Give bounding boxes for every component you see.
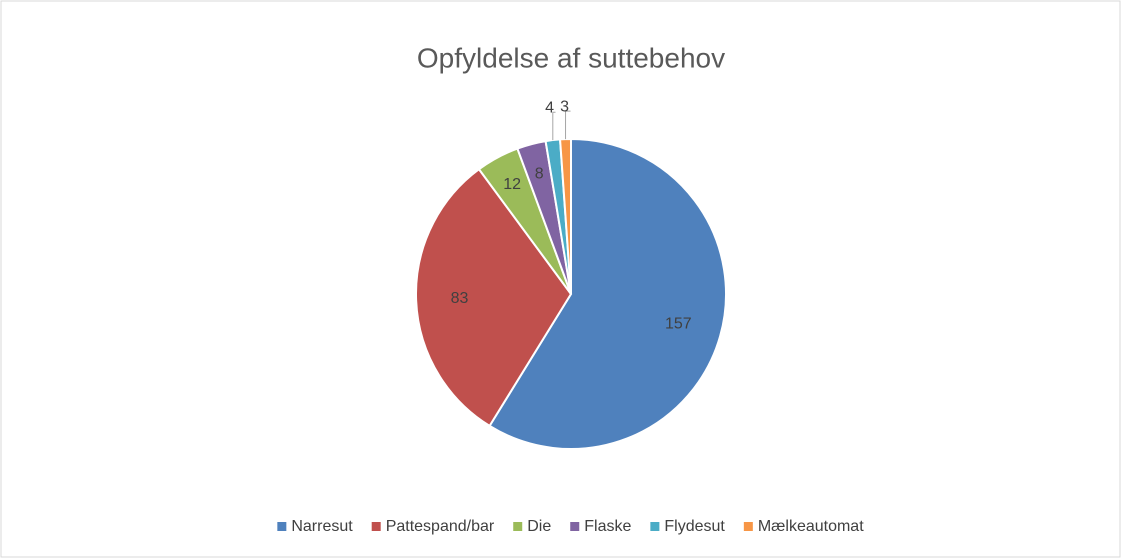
pie-slice [415, 167, 573, 428]
leader-line [565, 110, 571, 140]
data-label: 4 [545, 99, 554, 116]
data-label: 8 [535, 165, 544, 182]
data-label: 83 [451, 290, 469, 307]
pie-slice [488, 137, 727, 450]
legend-swatch [513, 522, 523, 531]
legend-label: Flaske [584, 518, 631, 535]
legend-label: Mælkeautomat [758, 518, 864, 535]
legend-label: Die [527, 518, 551, 535]
legend-swatch [743, 522, 753, 531]
leader-line [552, 111, 556, 141]
data-label: 12 [503, 176, 521, 193]
legend-swatch [570, 522, 580, 531]
legend-swatch [650, 522, 660, 531]
legend-label: Pattespand/bar [386, 518, 495, 535]
legend-swatch [371, 522, 381, 531]
data-label: 3 [560, 98, 569, 115]
legend-swatch [277, 522, 287, 531]
legend-label: Narresut [291, 518, 353, 535]
legend-label: Flydesut [664, 518, 725, 535]
data-label: 157 [665, 316, 692, 333]
chart-title: Opfyldelse af suttebehov [417, 42, 725, 73]
